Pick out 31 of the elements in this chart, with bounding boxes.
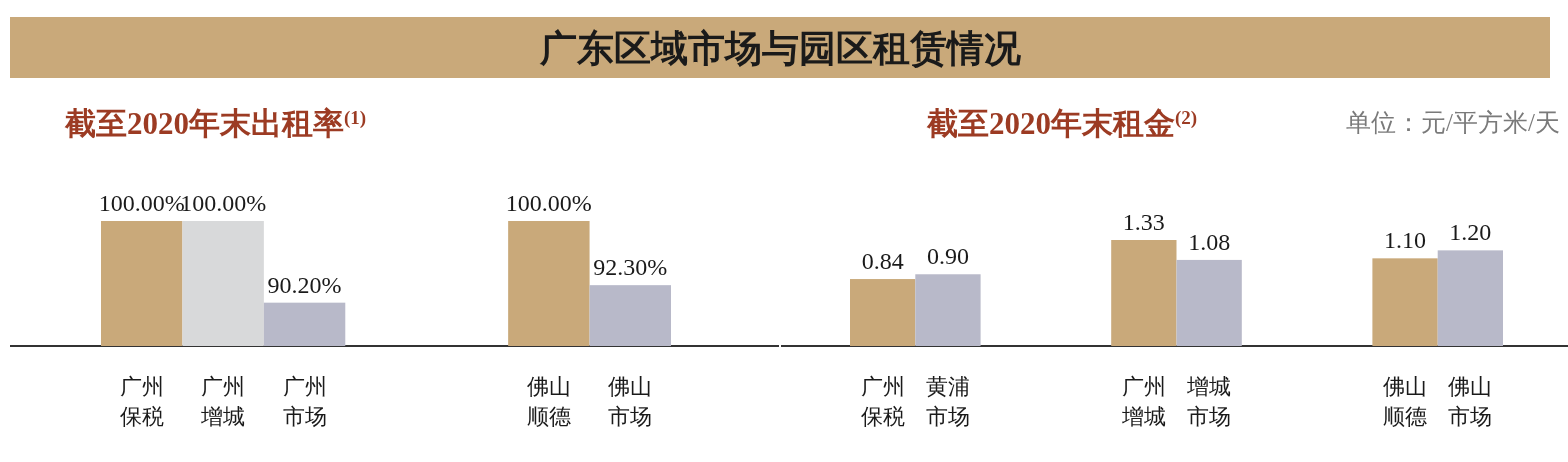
x-tick-label: 广州保税: [119, 374, 164, 429]
text: 广东区域市场与园区租赁情况: [538, 28, 1021, 69]
x-tick-label: 广州增城: [1120, 374, 1166, 429]
data-label: 100.00%: [98, 190, 185, 216]
data-label: 1.08: [1188, 228, 1231, 255]
bar: [1372, 258, 1438, 346]
bar: [1176, 259, 1242, 346]
x-tick-label: 广州市场: [282, 374, 327, 429]
x-tick-label: 佛山顺德: [526, 374, 571, 429]
x-tick-label: 佛山市场: [608, 374, 653, 429]
data-label: 0.84: [861, 248, 904, 275]
bar: [915, 274, 981, 346]
chart-subtitle: 单位：元/平方米/天: [1346, 109, 1560, 136]
data-label: 1.20: [1449, 219, 1492, 246]
chart-title: 截至2020年末租金$^{(2)}$: [926, 106, 1198, 141]
x-tick-label: 佛山市场: [1448, 374, 1493, 429]
data-label: 0.90: [926, 243, 969, 270]
x-tick-label: 广州保税: [860, 374, 905, 429]
data-label: 1.33: [1122, 209, 1165, 235]
bar: [1111, 240, 1177, 346]
data-label: 1.10: [1384, 227, 1427, 254]
bar: [1437, 250, 1503, 346]
x-tick-label: 增城市场: [1186, 374, 1232, 429]
data-label: 92.30%: [593, 254, 668, 281]
chart-title: 截至2020年末出租率$^{(1)}$: [64, 106, 367, 141]
bar: [850, 279, 916, 346]
x-tick-label: 黄浦市场: [925, 374, 970, 429]
x-tick-label: 佛山顺德: [1383, 374, 1428, 429]
data-label: 90.20%: [267, 271, 342, 298]
data-label: 100.00%: [505, 190, 592, 216]
x-tick-label: 广州增城: [200, 374, 246, 429]
